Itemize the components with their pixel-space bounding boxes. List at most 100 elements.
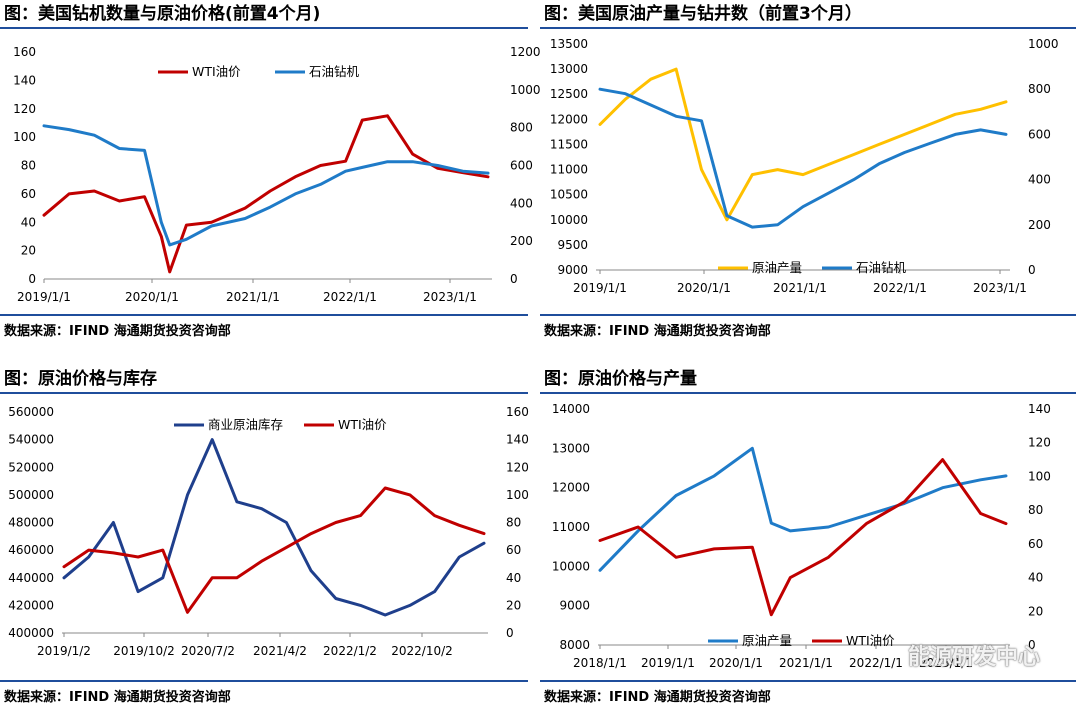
x-tick-label: 2018/1/1 [573, 656, 627, 670]
left-tick-label: 9000 [559, 599, 590, 613]
x-tick-label: 2020/1/1 [125, 290, 179, 304]
right-tick-label: 600 [510, 159, 533, 173]
left-tick-label: 540000 [8, 433, 54, 447]
right-tick-label: 400 [510, 196, 533, 210]
legend-label: WTI油价 [846, 633, 895, 648]
series-line [598, 458, 1008, 617]
x-tick-label: 2020/1/1 [677, 281, 731, 295]
legend-label: 商业原油库存 [208, 417, 283, 432]
left-tick-label: 120 [13, 102, 36, 116]
left-tick-label: 160 [13, 45, 36, 59]
legend-label: 原油产量 [752, 260, 802, 275]
chart-title: 图：原油价格与库存 [4, 369, 157, 389]
x-tick-label: 2023/1/1 [973, 281, 1027, 295]
series-line [42, 124, 490, 247]
x-tick-label: 2019/1/1 [17, 290, 71, 304]
x-tick-label: 2021/4/2 [253, 644, 307, 658]
chart-title: 图：原油价格与产量 [544, 369, 697, 389]
left-tick-label: 11000 [552, 520, 590, 534]
source-rule [540, 314, 1076, 316]
x-tick-label: 2020/7/2 [181, 644, 235, 658]
left-tick-label: 520000 [8, 460, 54, 474]
series-line [598, 446, 1008, 572]
right-tick-label: 80 [1028, 503, 1043, 517]
right-tick-label: 40 [506, 571, 521, 585]
source-rule [0, 680, 528, 682]
right-tick-label: 0 [506, 626, 514, 640]
x-tick-label: 2023/1/1 [423, 290, 477, 304]
left-tick-label: 14000 [552, 402, 590, 416]
left-tick-label: 0 [28, 272, 36, 286]
right-tick-label: 0 [510, 272, 518, 286]
left-tick-label: 420000 [8, 598, 54, 612]
chart-svg: 1350013000125001200011500110001050010000… [550, 37, 1059, 295]
right-tick-label: 40 [1028, 571, 1043, 585]
right-tick-label: 0 [1028, 638, 1036, 652]
data-source: 数据来源：IFIND 海通期货投资咨询部 [4, 690, 231, 705]
x-tick-label: 2022/1/1 [849, 656, 903, 670]
source-rule [540, 680, 1076, 682]
x-tick-label: 2019/1/1 [573, 281, 627, 295]
series-line [598, 87, 1008, 229]
right-tick-label: 1000 [1028, 37, 1059, 51]
left-tick-label: 440000 [8, 571, 54, 585]
chart-panel-rigs-vs-price: 图：美国钻机数量与原油价格(前置4个月) 160 140 120 100 80 60 40 2… [0, 0, 541, 350]
chart-svg: 560000 540000 520000 500000 480000 460000 4400… [8, 405, 529, 658]
left-tick-label: 11500 [550, 137, 588, 151]
right-tick-label: 800 [1028, 82, 1051, 96]
right-tick-label: 100 [506, 488, 529, 502]
right-tick-label: 100 [1028, 469, 1051, 483]
left-tick-label: 140 [13, 73, 36, 87]
left-tick-label: 8000 [559, 638, 590, 652]
legend-label: WTI油价 [338, 417, 387, 432]
right-tick-label: 200 [510, 234, 533, 248]
x-tick-label: 2022/1/1 [323, 290, 377, 304]
left-tick-label: 9000 [557, 263, 588, 277]
left-tick-label: 10500 [550, 188, 588, 202]
chart-panel-price-vs-inventory: 图：原油价格与库存 560000 540000 520000 500000 480000… [0, 366, 540, 707]
left-tick-label: 10000 [550, 213, 588, 227]
x-tick-label: 2022/1/2 [323, 644, 377, 658]
left-tick-label: 60 [21, 187, 36, 201]
x-tick-label: 2022/1/1 [873, 281, 927, 295]
chart-panel-price-vs-output: 图：原油价格与产量 14000 13000 12000 11000 10000 9000 8… [540, 366, 1080, 707]
left-tick-label: 9500 [557, 238, 588, 252]
legend-label: 原油产量 [742, 633, 792, 648]
left-tick-label: 480000 [8, 516, 54, 530]
left-tick-label: 80 [21, 159, 36, 173]
data-source: 数据来源：IFIND 海通期货投资咨询部 [544, 324, 771, 339]
series-line [62, 486, 486, 614]
left-tick-label: 12000 [550, 112, 588, 126]
right-tick-label: 60 [506, 543, 521, 557]
left-tick-label: 560000 [8, 405, 54, 419]
right-tick-label: 120 [1028, 436, 1051, 450]
left-tick-label: 40 [21, 215, 36, 229]
watermark: 能源研发中心 [907, 645, 1040, 670]
right-tick-label: 20 [1028, 604, 1043, 618]
right-tick-label: 800 [510, 121, 533, 135]
left-tick-label: 13500 [550, 37, 588, 51]
right-tick-label: 140 [1028, 402, 1051, 416]
title-rule [0, 27, 528, 29]
chart-title: 图：美国钻机数量与原油价格(前置4个月) [4, 4, 321, 24]
right-tick-label: 60 [1028, 537, 1043, 551]
legend-label: 石油钻机 [309, 64, 360, 79]
left-tick-label: 20 [21, 244, 36, 258]
left-tick-label: 12500 [550, 87, 588, 101]
right-tick-label: 80 [506, 516, 521, 530]
x-tick-label: 2023/1/1 [919, 656, 973, 670]
title-rule [0, 392, 528, 394]
right-tick-label: 400 [1028, 173, 1051, 187]
right-tick-label: 0 [1028, 263, 1036, 277]
x-tick-label: 2021/1/1 [779, 656, 833, 670]
left-tick-label: 12000 [552, 481, 590, 495]
left-tick-label: 400000 [8, 626, 54, 640]
right-tick-label: 1000 [510, 83, 541, 97]
right-tick-label: 20 [506, 598, 521, 612]
right-tick-label: 120 [506, 460, 529, 474]
series-line [42, 114, 490, 274]
data-source: 数据来源：IFIND 海通期货投资咨询部 [544, 690, 771, 705]
left-tick-label: 11000 [550, 163, 588, 177]
chart-svg: 1601401201008060402001200100080060040020… [13, 45, 541, 304]
right-tick-label: 140 [506, 433, 529, 447]
